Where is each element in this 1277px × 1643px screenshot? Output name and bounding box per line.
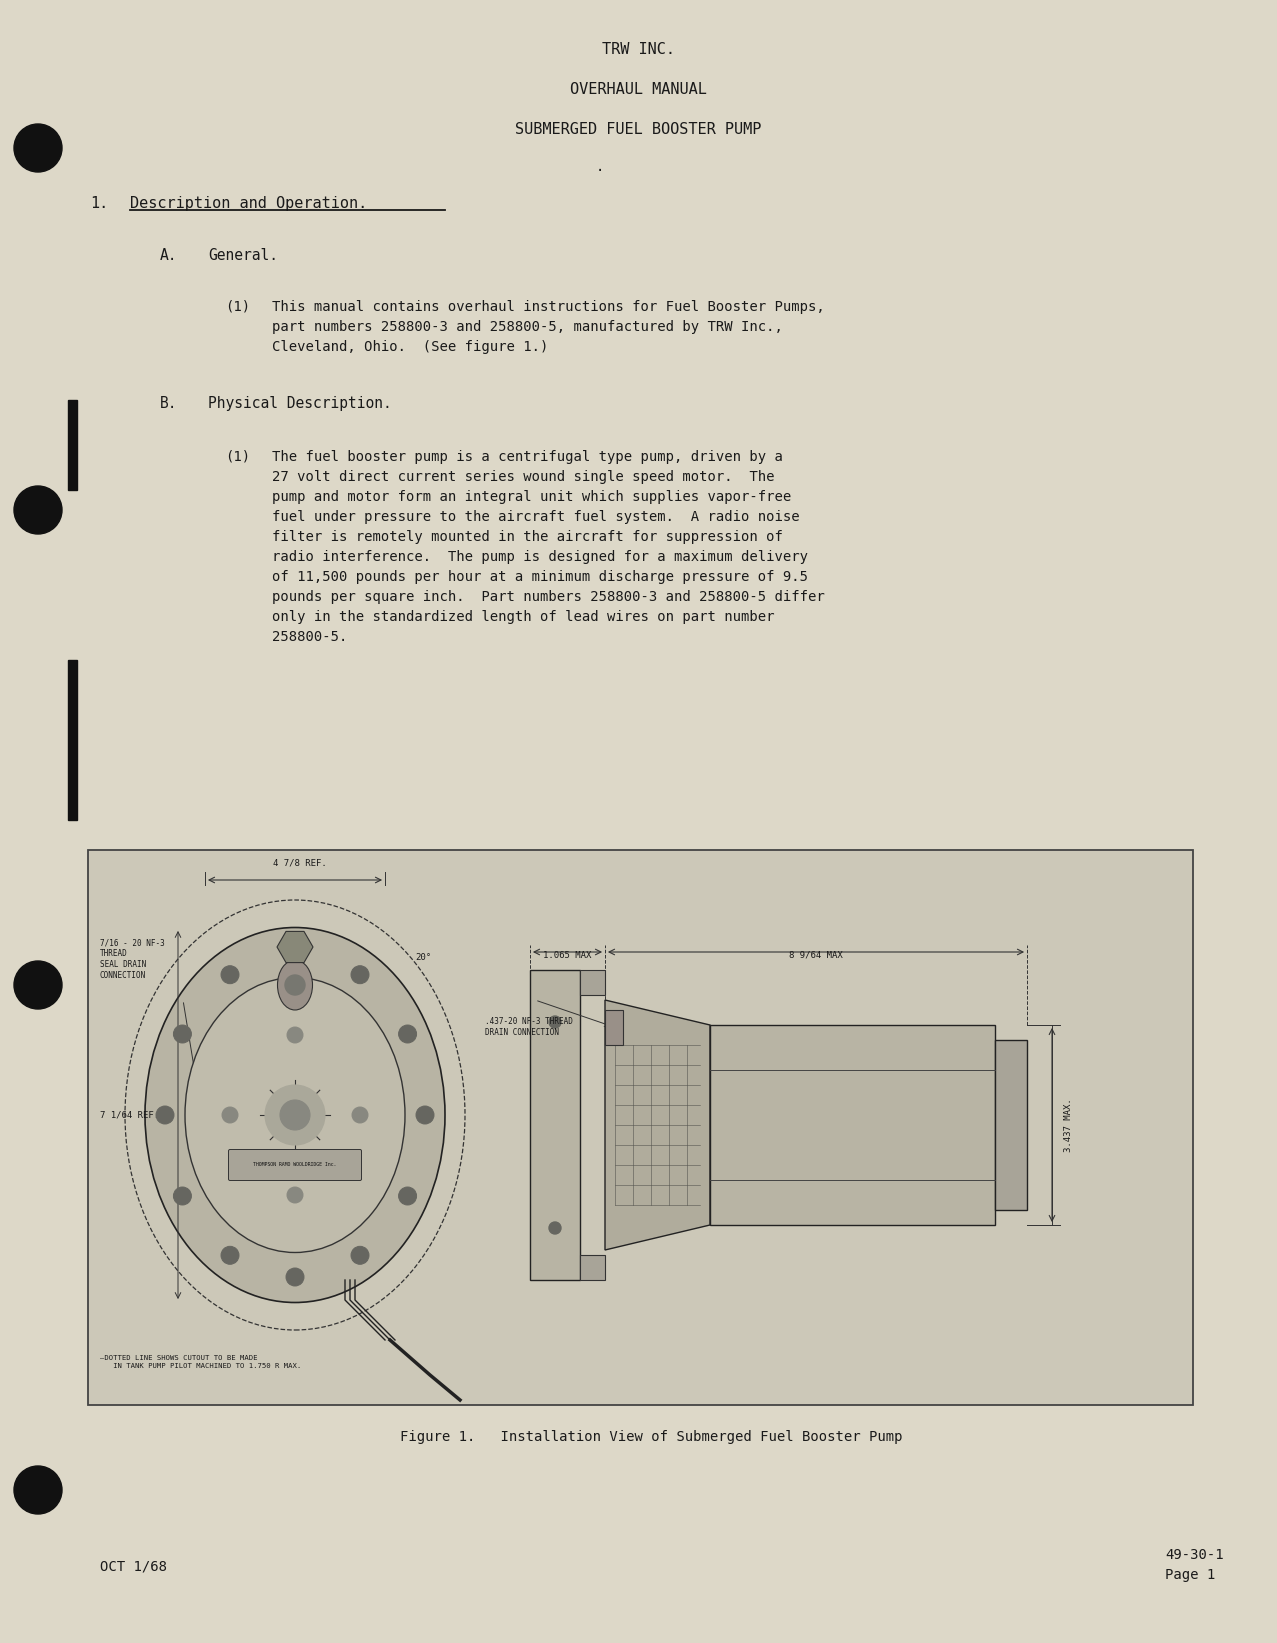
Text: —DOTTED LINE SHOWS CUTOUT TO BE MADE
   IN TANK PUMP PILOT MACHINED TO 1.750 R M: —DOTTED LINE SHOWS CUTOUT TO BE MADE IN … xyxy=(100,1355,301,1369)
Ellipse shape xyxy=(146,928,444,1303)
Text: (1): (1) xyxy=(225,450,250,463)
Circle shape xyxy=(549,1015,561,1029)
Circle shape xyxy=(351,966,369,984)
Text: This manual contains overhaul instructions for Fuel Booster Pumps,: This manual contains overhaul instructio… xyxy=(272,301,825,314)
Circle shape xyxy=(14,123,63,173)
Text: radio interference.  The pump is designed for a maximum delivery: radio interference. The pump is designed… xyxy=(272,550,808,564)
Text: Description and Operation.: Description and Operation. xyxy=(130,196,368,210)
Bar xyxy=(995,1040,1027,1209)
Text: The fuel booster pump is a centrifugal type pump, driven by a: The fuel booster pump is a centrifugal t… xyxy=(272,450,783,463)
Ellipse shape xyxy=(185,978,405,1252)
Circle shape xyxy=(398,1186,416,1204)
Text: 1.: 1. xyxy=(89,196,109,210)
Text: 4 7/8 REF.: 4 7/8 REF. xyxy=(273,859,327,868)
Text: only in the standardized length of lead wires on part number: only in the standardized length of lead … xyxy=(272,610,774,624)
Text: SUBMERGED FUEL BOOSTER PUMP: SUBMERGED FUEL BOOSTER PUMP xyxy=(515,122,761,136)
Circle shape xyxy=(286,1268,304,1286)
Circle shape xyxy=(14,1466,63,1513)
Text: Physical Description.: Physical Description. xyxy=(208,396,392,411)
Ellipse shape xyxy=(277,960,313,1010)
Text: OCT 1/68: OCT 1/68 xyxy=(100,1559,167,1574)
Bar xyxy=(68,399,77,490)
Text: 27 volt direct current series wound single speed motor.  The: 27 volt direct current series wound sing… xyxy=(272,470,774,485)
Circle shape xyxy=(174,1025,192,1043)
Bar xyxy=(68,660,77,820)
Circle shape xyxy=(221,966,239,984)
Circle shape xyxy=(266,1084,326,1145)
Circle shape xyxy=(285,974,305,996)
Polygon shape xyxy=(605,1001,710,1250)
Circle shape xyxy=(549,1222,561,1234)
Bar xyxy=(605,1010,623,1045)
Text: 3.437 MAX.: 3.437 MAX. xyxy=(1064,1098,1073,1152)
Circle shape xyxy=(287,1186,303,1203)
Text: A.: A. xyxy=(160,248,178,263)
Text: B.: B. xyxy=(160,396,178,411)
Circle shape xyxy=(221,1247,239,1265)
Circle shape xyxy=(352,1107,368,1124)
Text: TRW INC.: TRW INC. xyxy=(601,43,674,58)
Circle shape xyxy=(174,1186,192,1204)
Circle shape xyxy=(280,1101,310,1130)
Text: 7 1/64 REF.: 7 1/64 REF. xyxy=(100,1111,160,1119)
Bar xyxy=(580,1255,605,1280)
Text: THOMPSON RAMO WOOLDRIDGE Inc.: THOMPSON RAMO WOOLDRIDGE Inc. xyxy=(253,1163,337,1168)
Text: (1): (1) xyxy=(225,301,250,314)
Circle shape xyxy=(222,1107,238,1124)
Text: .437-20 NF-3 THREAD
DRAIN CONNECTION: .437-20 NF-3 THREAD DRAIN CONNECTION xyxy=(485,1017,573,1037)
Text: Cleveland, Ohio.  (See figure 1.): Cleveland, Ohio. (See figure 1.) xyxy=(272,340,548,353)
Text: General.: General. xyxy=(208,248,278,263)
Text: fuel under pressure to the aircraft fuel system.  A radio noise: fuel under pressure to the aircraft fuel… xyxy=(272,509,799,524)
Text: 7/16 - 20 NF-3
THREAD
SEAL DRAIN
CONNECTION: 7/16 - 20 NF-3 THREAD SEAL DRAIN CONNECT… xyxy=(100,938,165,981)
FancyBboxPatch shape xyxy=(229,1150,361,1181)
Text: pump and motor form an integral unit which supplies vapor-free: pump and motor form an integral unit whi… xyxy=(272,490,792,504)
Text: Page 1: Page 1 xyxy=(1165,1567,1216,1582)
Text: of 11,500 pounds per hour at a minimum discharge pressure of 9.5: of 11,500 pounds per hour at a minimum d… xyxy=(272,570,808,583)
Text: part numbers 258800-3 and 258800-5, manufactured by TRW Inc.,: part numbers 258800-3 and 258800-5, manu… xyxy=(272,320,783,334)
Bar xyxy=(710,1025,995,1226)
Text: 49-30-1: 49-30-1 xyxy=(1165,1548,1223,1562)
Text: .: . xyxy=(596,159,604,174)
Text: 258800-5.: 258800-5. xyxy=(272,629,347,644)
Circle shape xyxy=(14,486,63,534)
Bar xyxy=(580,969,605,996)
Text: Figure 1.   Installation View of Submerged Fuel Booster Pump: Figure 1. Installation View of Submerged… xyxy=(400,1429,903,1444)
Circle shape xyxy=(14,961,63,1009)
Circle shape xyxy=(287,1027,303,1043)
Bar xyxy=(530,969,580,1280)
Circle shape xyxy=(398,1025,416,1043)
Text: 1.065 MAX: 1.065 MAX xyxy=(543,951,591,960)
Text: 8 9/64 MAX: 8 9/64 MAX xyxy=(789,951,843,960)
Text: filter is remotely mounted in the aircraft for suppression of: filter is remotely mounted in the aircra… xyxy=(272,531,783,544)
Text: pounds per square inch.  Part numbers 258800-3 and 258800-5 differ: pounds per square inch. Part numbers 258… xyxy=(272,590,825,605)
Circle shape xyxy=(416,1106,434,1124)
Circle shape xyxy=(156,1106,174,1124)
Circle shape xyxy=(351,1247,369,1265)
Text: OVERHAUL MANUAL: OVERHAUL MANUAL xyxy=(570,82,706,97)
Circle shape xyxy=(286,945,304,963)
Bar xyxy=(88,849,1193,1405)
Text: 20°: 20° xyxy=(415,953,432,963)
